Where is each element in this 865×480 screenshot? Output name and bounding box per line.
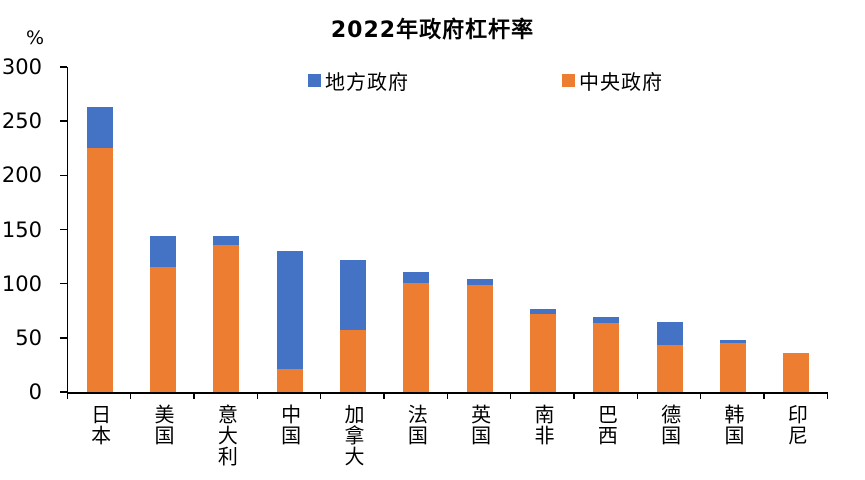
x-axis-tick [636, 392, 638, 399]
y-axis-unit-label: % [25, 27, 45, 49]
x-axis-label: 南非 [531, 404, 555, 446]
y-axis-tick [60, 174, 67, 177]
y-axis-tick [60, 120, 67, 122]
x-axis-tick [383, 392, 385, 399]
x-axis-tick [256, 392, 258, 399]
x-axis-tick [129, 392, 132, 399]
y-axis-tick-label: 150 [1, 217, 42, 242]
y-axis-tick-label: 100 [1, 271, 42, 296]
bar-segment-local [340, 259, 366, 331]
x-axis-tick [763, 392, 765, 399]
x-axis-tick [193, 392, 195, 399]
bar-segment-central [466, 284, 493, 392]
legend-swatch-local-icon [308, 74, 321, 87]
x-axis-label: 美国 [151, 404, 175, 446]
bar-segment-local [720, 340, 746, 344]
y-axis-tick-label: 200 [1, 163, 42, 188]
y-axis-tick-label: 50 [15, 325, 42, 350]
legend-label-local: 地方政府 [325, 70, 409, 94]
x-axis-tick [509, 392, 512, 399]
x-axis-label: 英国 [467, 404, 492, 446]
legend-item-central-government: 中央政府 [562, 66, 663, 95]
x-axis-tick [573, 392, 575, 399]
x-axis-label: 印尼 [784, 404, 809, 446]
y-axis-tick-label: 250 [1, 109, 42, 134]
x-axis-label: 法国 [404, 404, 429, 446]
x-axis-label: 巴西 [594, 404, 619, 446]
x-axis-tick [319, 392, 322, 399]
bar-segment-central [656, 345, 683, 392]
legend-item-local-government: 地方政府 [308, 66, 409, 95]
x-axis-tick [66, 392, 68, 399]
y-axis-tick-label: 0 [28, 380, 42, 404]
bar-segment-local [593, 317, 620, 323]
x-axis-tick [699, 392, 702, 399]
y-axis-line [66, 67, 68, 392]
x-axis-label: 韩国 [721, 404, 745, 446]
bar-segment-local [276, 251, 303, 370]
bar-segment-central [783, 353, 810, 392]
legend-swatch-central-icon [562, 74, 575, 87]
bar-segment-central [340, 330, 366, 392]
bar-segment-central [403, 282, 430, 392]
bar-segment-local [213, 236, 240, 245]
y-axis-tick [60, 228, 67, 231]
legend-label-central: 中央政府 [579, 70, 663, 94]
y-axis-tick [60, 66, 67, 68]
x-axis-label: 日本 [87, 404, 112, 446]
bar-segment-local [150, 236, 176, 268]
bar-segment-local [656, 321, 683, 346]
x-axis-tick [446, 392, 448, 399]
y-axis-tick [60, 391, 67, 393]
bar-segment-central [720, 343, 746, 392]
bar-segment-local [530, 308, 556, 314]
bar-segment-local [466, 279, 493, 285]
bar-segment-local [86, 107, 113, 149]
bar-segment-central [150, 267, 176, 392]
bar-segment-local [403, 271, 430, 283]
y-axis-tick [60, 337, 67, 339]
bar-segment-central [213, 244, 240, 392]
x-axis-tick [826, 392, 828, 399]
x-axis-label: 加拿大 [341, 404, 365, 467]
bar-segment-central [86, 148, 113, 392]
chart-title: 2022年政府杠杆率 [330, 18, 535, 43]
y-axis-tick [60, 282, 67, 285]
bar-segment-central [593, 322, 620, 392]
bar-segment-central [276, 369, 303, 392]
bar-segment-central [530, 314, 556, 392]
x-axis-label: 意大利 [214, 404, 239, 467]
x-axis-label: 中国 [277, 404, 302, 446]
x-axis-label: 德国 [657, 404, 682, 446]
y-axis-tick-label: 300 [1, 55, 42, 79]
